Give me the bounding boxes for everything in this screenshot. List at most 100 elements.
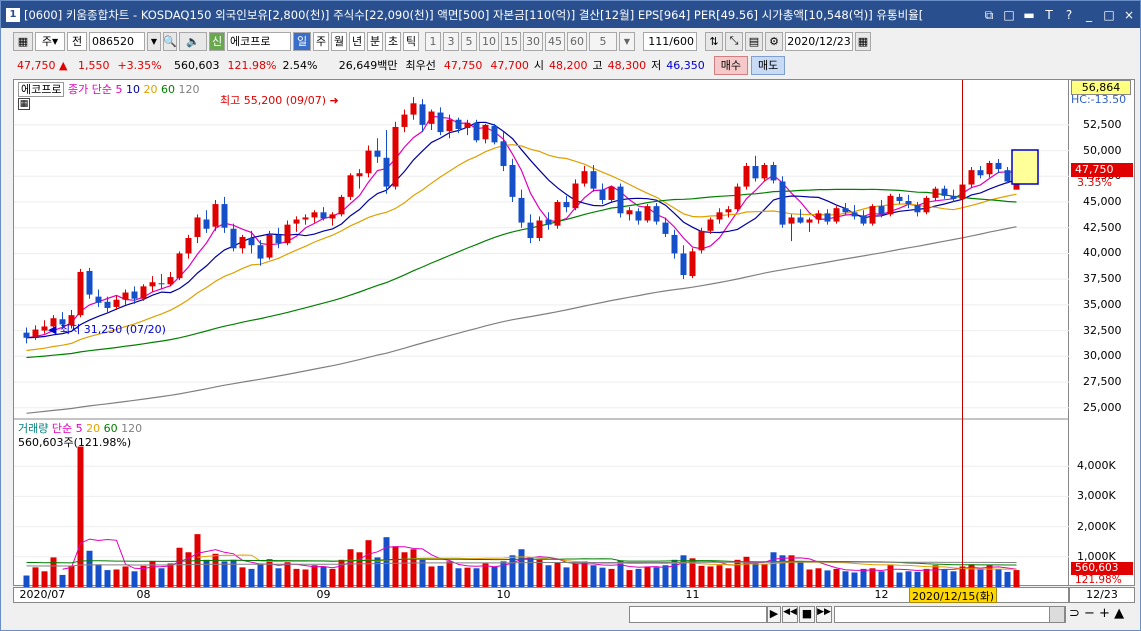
layout-icon[interactable]: ▦ (13, 31, 33, 51)
candle-body (212, 204, 219, 227)
volume-bar (878, 571, 885, 587)
fast-rewind-icon[interactable]: ◀◀ (782, 606, 798, 623)
candle-body (311, 212, 318, 218)
y-axis-panel[interactable]: 56,864 HC:-13.50 52,50050,00047,50045,00… (1069, 79, 1135, 586)
minute-option[interactable]: 30 (523, 31, 543, 51)
volume-ma-label: 단순 (51, 422, 73, 435)
volume-bar (815, 568, 822, 587)
minute-option[interactable]: 60 (567, 31, 587, 51)
time-tick-label: 08 (136, 588, 151, 601)
stock-code-input[interactable]: 086520 (89, 31, 145, 51)
price-legend-name: 에코프로 (18, 82, 65, 97)
scroll-right-icon[interactable]: ▶ (767, 606, 781, 623)
volume-bar (95, 564, 102, 587)
minute-option[interactable]: 10 (479, 31, 499, 51)
candle-body (329, 214, 336, 219)
volume-bar (473, 568, 480, 587)
volume-bar (779, 555, 786, 587)
turnover-rate: 2.54% (282, 58, 318, 72)
minute-option[interactable]: 3 (443, 31, 459, 51)
low-annotation: ◀ 최저 31,250 (07/20) (48, 323, 166, 336)
window-title: [0600] 키움종합차트 - KOSDAQ150 외국인보유[2,800(천)… (24, 7, 924, 22)
candle-body (365, 150, 372, 174)
candle-body (257, 245, 264, 259)
minute-option[interactable]: 15 (501, 31, 521, 51)
current-rate-tag: 3.35% (1077, 176, 1112, 189)
count-field[interactable]: 111/600 (643, 31, 697, 51)
price-tick-label: 52,500 (1083, 117, 1122, 131)
minute-value-field[interactable]: 5 (589, 31, 617, 51)
help-icon[interactable]: ? (1065, 7, 1073, 22)
ma5-label: 5 (115, 83, 123, 96)
period-tab-day[interactable]: 일 (293, 31, 311, 51)
font-icon[interactable]: T (1045, 7, 1053, 22)
fast-forward-icon[interactable]: ▶▶ (816, 606, 832, 623)
candle-body (176, 253, 183, 279)
pin-icon[interactable]: ▬ (1023, 7, 1035, 22)
minute-option[interactable]: 5 (461, 31, 477, 51)
chart-canvas[interactable] (14, 80, 1070, 587)
chart-panel[interactable]: 에코프로 종가 단순 5 10 20 60 120 ▦ 최고 55,200 (0… (13, 79, 1070, 587)
prev-button[interactable]: 전 (67, 31, 87, 51)
range-slider[interactable] (834, 606, 1066, 623)
stock-name-field[interactable]: 에코프로 (227, 31, 291, 51)
candle-body (185, 238, 192, 254)
minute-option[interactable]: 1 (425, 31, 441, 51)
date-field[interactable]: 2020/12/23 (785, 31, 853, 51)
speaker-icon[interactable]: 🔈 (179, 31, 207, 51)
volume-bar (32, 567, 39, 587)
period-tab-week[interactable]: 주 (313, 31, 329, 51)
grid-toggle-icon[interactable]: ▦ (18, 98, 30, 110)
gear-icon[interactable]: ⚙ (765, 31, 783, 51)
period-type-select[interactable]: 주 ▼ (35, 31, 65, 51)
restore-icon[interactable]: ⧉ (984, 7, 994, 22)
high-annotation: 최고 55,200 (09/07) ➜ (220, 94, 339, 107)
buy-button[interactable]: 매수 (713, 55, 748, 75)
search-icon[interactable]: 🔍 (163, 31, 177, 51)
volume-bar (509, 555, 516, 587)
period-tab-second[interactable]: 초 (385, 31, 401, 51)
zoom-icon[interactable]: ⤡ (725, 31, 743, 51)
quote-bar: 47,750 ▲ 1,550 +3.35% 560,603 121.98% 2.… (1, 54, 1140, 76)
volume-bar (185, 552, 192, 587)
minimize-icon[interactable]: _ (1086, 7, 1092, 22)
calendar-icon[interactable]: ▦ (855, 31, 871, 51)
period-tab-year[interactable]: 년 (349, 31, 365, 51)
time-tick-label: 2020/07 (19, 588, 66, 601)
sell-button[interactable]: 매도 (750, 55, 786, 75)
time-tick-label: 09 (316, 588, 331, 601)
candle-body (986, 162, 993, 175)
zoom-controls[interactable]: ⊃ − + ▲ (1069, 606, 1125, 621)
volume-bar (536, 559, 543, 587)
scroll-track[interactable] (629, 606, 767, 623)
close-icon[interactable]: × (1123, 7, 1135, 22)
stop-icon[interactable]: ■ (799, 606, 815, 623)
candle-body (221, 204, 228, 228)
candle-body (428, 111, 435, 124)
axis-top-box: 56,864 (1071, 80, 1131, 95)
code-dropdown-icon[interactable]: ▼ (147, 31, 161, 51)
period-tab-tick[interactable]: 틱 (403, 31, 419, 51)
candle-body (239, 236, 246, 249)
window-box-icon[interactable]: □ (1003, 7, 1015, 22)
candle-body (248, 238, 255, 246)
period-tab-month[interactable]: 월 (331, 31, 347, 51)
volume-bar (338, 559, 345, 587)
volume-bar (122, 566, 129, 587)
period-tab-minute[interactable]: 분 (367, 31, 383, 51)
maximize-icon[interactable]: □ (1103, 7, 1115, 22)
save-icon[interactable]: ▤ (745, 31, 763, 51)
volume-bar (437, 565, 444, 587)
minute-option[interactable]: 45 (545, 31, 565, 51)
candle-body (410, 103, 417, 115)
candle-settings-icon[interactable]: ⇅ (705, 31, 723, 51)
candle-body (653, 206, 660, 222)
cursor-date-tag: 2020/12/15(화) (909, 587, 998, 603)
price-tick-label: 32,500 (1083, 323, 1122, 337)
candle-body (392, 126, 399, 187)
low-label: 저 (651, 59, 662, 72)
range-slider-thumb[interactable] (1049, 606, 1065, 623)
minute-dropdown-icon[interactable]: ▼ (619, 31, 635, 51)
volume-bar (320, 566, 327, 587)
low-price: 46,350 (666, 58, 705, 72)
